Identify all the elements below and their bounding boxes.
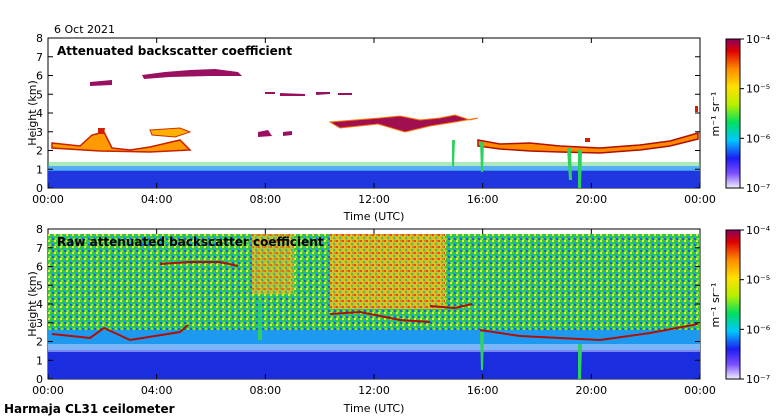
low-cloud-pm: [477, 132, 699, 154]
colorbar-tick-label: 10⁻⁷: [746, 373, 770, 386]
mid-cloud-fragments: [258, 92, 352, 137]
x-ticks: 00:00 04:00 08:00 12:00 16:00 20:00 00:00: [32, 229, 716, 397]
x-tick-label: 04:00: [141, 384, 173, 397]
colorbar-tick-label: 10⁻⁷: [746, 182, 770, 195]
y-tick-label: 7: [36, 242, 43, 255]
panel-attenuated: Attenuated backscatter coefficient 0 1 2 3 4…: [26, 32, 771, 223]
colorbar-label: m⁻¹ sr⁻¹: [709, 92, 722, 137]
y-tick-label: 8: [36, 32, 43, 45]
x-tick-label: 00:00: [32, 193, 64, 206]
y-ticks: 0 1 2 3 4 5 6 7 8: [36, 223, 700, 386]
x-tick-label: 16:00: [467, 193, 499, 206]
y-tick-label: 5: [36, 279, 43, 292]
instrument-footer: Harmaja CL31 ceilometer: [4, 402, 175, 416]
low-cloud-am-2: [149, 127, 192, 138]
colorbar-tick-label: 10⁻⁶: [746, 323, 771, 336]
colorbar-ticks: 10⁻⁴ 10⁻⁵ 10⁻⁶ 10⁻⁷: [740, 33, 771, 195]
noisy-daytime: [252, 234, 294, 294]
colorbar-tick-label: 10⁻⁵: [746, 83, 770, 96]
y-tick-label: 3: [36, 126, 43, 139]
colorbar: [725, 229, 741, 380]
colorbar-tick-label: 10⁻⁵: [746, 274, 770, 287]
date-label: 6 Oct 2021: [54, 23, 115, 36]
panel-raw: Raw attenuated backscatter coefficient 0…: [26, 223, 771, 415]
colorbar-tick-label: 10⁻⁴: [746, 224, 771, 237]
mid-cloud-band: [328, 114, 479, 133]
x-tick-label: 00:00: [32, 384, 64, 397]
raw-backscatter-image: [48, 234, 700, 379]
x-tick-label: 04:00: [141, 193, 173, 206]
x-axis-label: Time (UTC): [343, 402, 405, 415]
x-tick-label: 08:00: [249, 193, 281, 206]
y-axis-label: Height (km): [26, 80, 39, 146]
noisy-daytime: [330, 234, 445, 309]
boundary-layer: [48, 170, 700, 188]
colorbar-tick-label: 10⁻⁴: [746, 33, 771, 46]
y-tick-label: 1: [36, 354, 43, 367]
y-tick-label: 2: [36, 145, 43, 158]
x-ticks: 00:00 04:00 08:00 12:00 16:00 20:00 00:00: [32, 38, 716, 206]
x-tick-label: 20:00: [575, 384, 607, 397]
y-tick-label: 0: [36, 182, 43, 195]
y-tick-label: 7: [36, 51, 43, 64]
x-tick-label: 20:00: [575, 193, 607, 206]
panel-title: Attenuated backscatter coefficient: [57, 44, 292, 58]
plot-area: [47, 37, 701, 189]
y-tick-label: 4: [36, 298, 43, 311]
x-tick-label: 12:00: [358, 384, 390, 397]
y-tick-label: 8: [36, 223, 43, 236]
x-axis-label: Time (UTC): [343, 210, 405, 223]
y-tick-label: 3: [36, 317, 43, 330]
y-ticks: 0 1 2 3 4 5 6 7 8: [36, 32, 700, 195]
y-tick-label: 1: [36, 163, 43, 176]
y-tick-label: 6: [36, 261, 43, 274]
colorbar: [725, 38, 741, 189]
backscatter-image: [48, 69, 700, 188]
x-tick-label: 00:00: [684, 193, 716, 206]
boundary-layer-noise: [48, 162, 700, 166]
y-tick-label: 0: [36, 373, 43, 386]
x-tick-label: 00:00: [684, 384, 716, 397]
boundary-layer-upper: [48, 166, 700, 171]
low-cloud-am: [51, 131, 192, 153]
boundary-layer-white: [48, 344, 700, 352]
y-tick-label: 5: [36, 88, 43, 101]
y-tick-label: 4: [36, 107, 43, 120]
y-tick-label: 6: [36, 70, 43, 83]
high-cloud: [90, 69, 242, 86]
x-tick-label: 08:00: [249, 384, 281, 397]
colorbar-tick-label: 10⁻⁶: [746, 132, 771, 145]
y-tick-label: 2: [36, 336, 43, 349]
x-tick-label: 12:00: [358, 193, 390, 206]
colorbar-label: m⁻¹ sr⁻¹: [709, 283, 722, 328]
panel-title: Raw attenuated backscatter coefficient: [57, 235, 324, 249]
raw-cloud-lines: [51, 261, 699, 342]
y-axis-label: Height (km): [26, 271, 39, 337]
colorbar-ticks: 10⁻⁴ 10⁻⁵ 10⁻⁶ 10⁻⁷: [740, 224, 771, 386]
x-tick-label: 16:00: [467, 384, 499, 397]
